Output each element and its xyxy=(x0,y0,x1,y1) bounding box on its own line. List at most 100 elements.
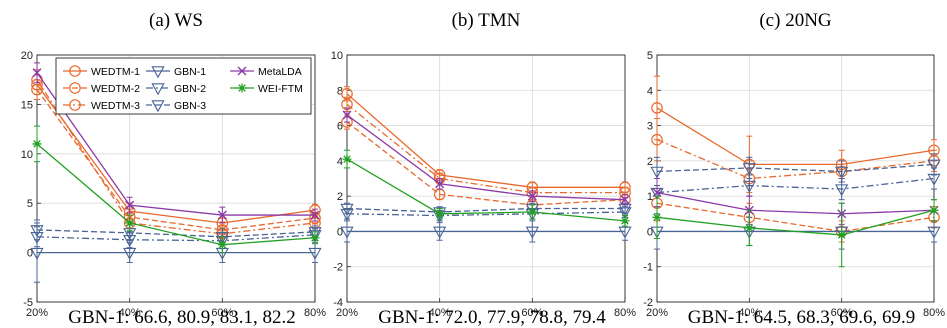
chart-title: (a) WS xyxy=(149,10,203,31)
series-line xyxy=(656,177,935,194)
series-gbn-2 xyxy=(30,226,322,250)
series-line xyxy=(346,93,625,188)
series-line xyxy=(36,143,316,246)
data-point xyxy=(217,210,227,220)
y-tick-label: 15 xyxy=(21,99,33,111)
y-tick-label: 0 xyxy=(647,226,653,238)
series-line xyxy=(346,121,626,206)
y-tick-label: 0 xyxy=(337,226,343,238)
series-metalda xyxy=(342,107,630,206)
legend-marker xyxy=(69,99,81,111)
y-tick-label: -4 xyxy=(333,297,343,309)
axis-box xyxy=(346,54,626,303)
legend-marker xyxy=(69,65,81,77)
data-point xyxy=(435,209,445,219)
series-gbn-3 xyxy=(340,202,632,220)
legend-item-gbn-3: GBN-3 xyxy=(146,100,206,113)
series-wei-ftm xyxy=(342,149,630,227)
data-point xyxy=(340,203,354,216)
legend-marker xyxy=(237,83,247,93)
x-tick-label: 60% xyxy=(521,307,543,319)
data-point xyxy=(215,232,229,245)
chart-caption: GBN-1: 72.0, 77.9, 78.8, 79.4 xyxy=(378,307,606,328)
data-point xyxy=(652,188,662,198)
chart-panel-2: (b) TMN -4 -2 0 2 4 6 8 10 20% 40% 60% 80% GBN-1: 72.… xyxy=(331,10,636,328)
data-point xyxy=(32,139,42,149)
legend-label: GBN-2 xyxy=(174,83,206,95)
series-line xyxy=(346,103,625,194)
x-tick-label: 80% xyxy=(923,307,945,319)
legend-box xyxy=(55,57,312,115)
data-point xyxy=(742,163,756,176)
series-line xyxy=(36,234,316,242)
legend-label: GBN-1 xyxy=(174,66,206,78)
legend-item-metalda: MetaLDA xyxy=(230,66,302,78)
y-tick-label: 5 xyxy=(27,198,33,210)
legend-label: WEDTM-3 xyxy=(91,100,140,112)
data-point xyxy=(125,200,135,210)
data-point xyxy=(651,102,663,114)
data-point xyxy=(527,207,537,217)
legend-label: WEI-FTM xyxy=(258,83,303,95)
series-line xyxy=(656,163,935,173)
y-tick-label: 10 xyxy=(21,149,33,161)
data-point xyxy=(342,110,352,120)
legend-item-wedtm-2: WEDTM-2 xyxy=(63,82,140,95)
axis-box xyxy=(36,54,316,303)
y-tick-label: -1 xyxy=(643,262,653,274)
series-gbn-2 xyxy=(650,167,941,208)
series-line xyxy=(656,107,935,166)
data-point xyxy=(123,247,137,260)
legend-label: MetaLDA xyxy=(258,66,302,78)
x-tick-label: 40% xyxy=(119,307,141,319)
data-point xyxy=(310,210,320,220)
data-point xyxy=(342,154,352,164)
x-tick-label: 20% xyxy=(26,307,48,319)
data-point xyxy=(927,226,941,239)
series-line xyxy=(346,158,626,222)
chart-caption: GBN-1: 66.6, 80.9, 83.1, 82.2 xyxy=(68,307,295,328)
x-tick-label: 60% xyxy=(831,307,853,319)
series-line xyxy=(656,209,935,236)
y-tick-label: 3 xyxy=(647,121,653,133)
chart-title: (b) TMN xyxy=(452,10,521,31)
y-tick-label: 10 xyxy=(331,50,343,62)
data-point xyxy=(620,216,630,226)
data-point xyxy=(32,68,42,78)
y-tick-label: 20 xyxy=(21,50,33,62)
series-wedtm-3 xyxy=(651,118,940,197)
x-tick-label: 40% xyxy=(738,307,760,319)
y-tick-label: 0 xyxy=(27,248,33,260)
series-metalda xyxy=(652,178,939,225)
data-point xyxy=(652,212,662,222)
x-tick-label: 20% xyxy=(646,307,668,319)
x-tick-label: 80% xyxy=(614,307,636,319)
series-wedtm-2 xyxy=(651,185,940,243)
legend-marker xyxy=(151,83,165,96)
y-tick-label: 1 xyxy=(647,191,653,203)
x-tick-label: 80% xyxy=(304,307,326,319)
series-line xyxy=(346,114,626,201)
series-line xyxy=(656,191,935,215)
data-point xyxy=(308,247,322,260)
series-line xyxy=(36,229,316,238)
data-point xyxy=(217,240,227,250)
legend-item-wedtm-1: WEDTM-1 xyxy=(63,65,140,78)
chart-title: (c) 20NG xyxy=(759,10,832,31)
y-tick-label: -2 xyxy=(333,262,343,274)
data-point xyxy=(620,195,630,205)
series-line xyxy=(36,84,316,224)
series-metalda xyxy=(32,62,320,224)
chart-caption: GBN-1: 64.5, 68.3, 69.6, 69.9 xyxy=(688,307,915,328)
legend-item-wedtm-3: WEDTM-3 xyxy=(63,99,140,112)
legend-item-gbn-1: GBN-1 xyxy=(146,66,206,79)
legend-item-gbn-2: GBN-2 xyxy=(146,83,206,96)
chart-panel-3: (c) 20NG -2 -1 0 1 2 3 4 5 20% 40% 60% 80% GBN-1: 64.… xyxy=(643,10,945,328)
data-point xyxy=(30,225,44,238)
data-point xyxy=(835,184,849,197)
legend-label: WEDTM-1 xyxy=(91,66,140,78)
data-point xyxy=(527,191,537,201)
chart-panel-1: (a) WS -5 0 5 10 15 20 20% 40% 60% 80% GBN-1: 66.6,… xyxy=(21,10,326,328)
